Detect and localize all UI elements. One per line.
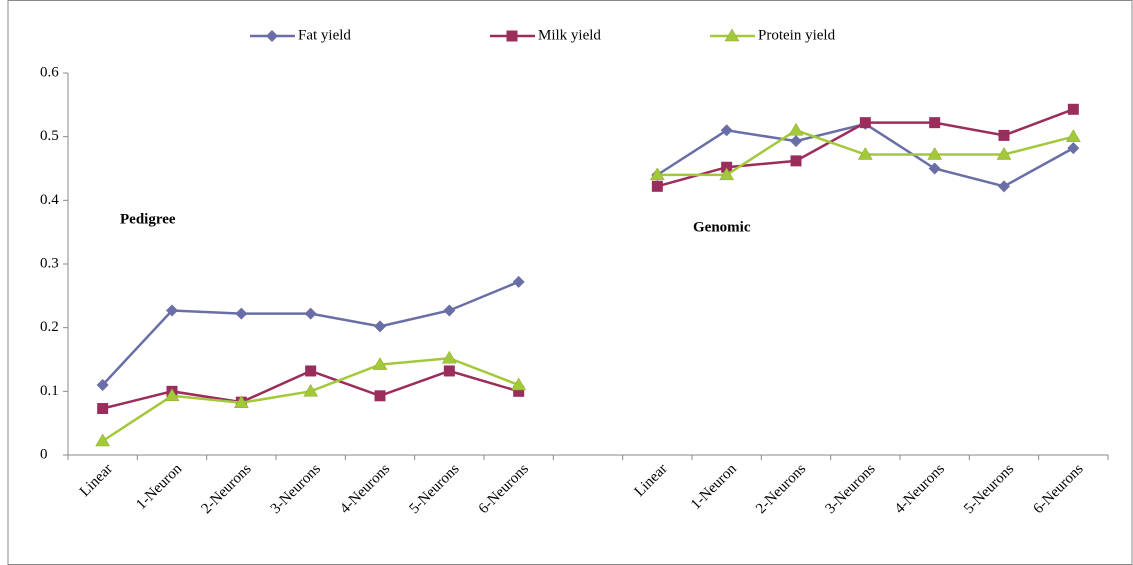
legend-marker — [506, 30, 518, 42]
point — [512, 275, 525, 288]
point — [305, 365, 317, 377]
x-tick-label: 6-Neurons — [476, 461, 532, 517]
x-tick-label: 6-Neurons — [1030, 461, 1086, 517]
point — [1065, 129, 1081, 142]
legend-label: Fat yield — [298, 27, 351, 43]
x-tick-label: 4-Neurons — [337, 461, 393, 517]
x-tick-label: 2-Neurons — [753, 461, 809, 517]
point — [857, 146, 873, 160]
x-tick-label: 4-Neurons — [892, 461, 948, 517]
y-tick-label: 0.3 — [40, 255, 59, 271]
point — [649, 167, 665, 181]
point — [372, 357, 388, 370]
x-tick-label: 5-Neurons — [406, 461, 462, 517]
point — [443, 365, 455, 377]
point — [790, 135, 802, 148]
legend-label: Protein yield — [758, 27, 836, 43]
x-tick-label: 1-Neuron — [688, 461, 740, 513]
point — [928, 162, 941, 175]
point — [441, 350, 457, 364]
point — [721, 161, 733, 173]
legend-marker — [724, 28, 740, 42]
y-tick-label: 0.4 — [40, 192, 59, 208]
point — [927, 146, 943, 160]
series-line — [101, 122, 1074, 386]
point — [164, 388, 180, 402]
point — [998, 180, 1010, 193]
x-tick-label: Linear — [632, 461, 671, 500]
y-tick-label: 0.2 — [40, 319, 59, 335]
x-tick-label: 1-Neuron — [133, 461, 185, 513]
x-tick-label: 3-Neurons — [268, 461, 324, 517]
point — [788, 122, 804, 136]
annotation: Genomic — [693, 219, 751, 235]
point — [720, 124, 733, 137]
point — [513, 385, 525, 397]
point — [719, 167, 735, 181]
point — [96, 378, 109, 391]
point — [511, 377, 527, 391]
point — [929, 117, 941, 129]
legend-label: Milk yield — [538, 27, 601, 43]
series-line — [101, 128, 1074, 443]
y-tick-label: 0 — [40, 446, 48, 462]
point — [859, 117, 871, 129]
point — [304, 307, 317, 320]
point — [374, 320, 386, 333]
point — [303, 383, 319, 397]
x-tick-label: 5-Neurons — [961, 461, 1017, 517]
point — [1067, 142, 1080, 155]
point — [1067, 103, 1079, 115]
point — [443, 304, 456, 317]
point — [374, 390, 386, 402]
y-tick-label: 0.5 — [40, 128, 59, 144]
point — [97, 403, 109, 415]
point — [166, 304, 178, 317]
point — [996, 146, 1012, 160]
point — [233, 395, 249, 409]
point — [651, 180, 663, 192]
legend-marker — [266, 30, 278, 42]
y-tick-label: 0.1 — [40, 383, 59, 399]
x-tick-label: Linear — [77, 461, 116, 500]
point — [790, 155, 802, 167]
y-tick-label: 0.6 — [40, 64, 59, 80]
point — [235, 307, 248, 320]
x-tick-label: 2-Neurons — [198, 461, 254, 517]
annotation: Pedigree — [120, 211, 176, 227]
point — [998, 129, 1010, 141]
x-tick-label: 3-Neurons — [822, 461, 878, 517]
point — [95, 433, 111, 447]
